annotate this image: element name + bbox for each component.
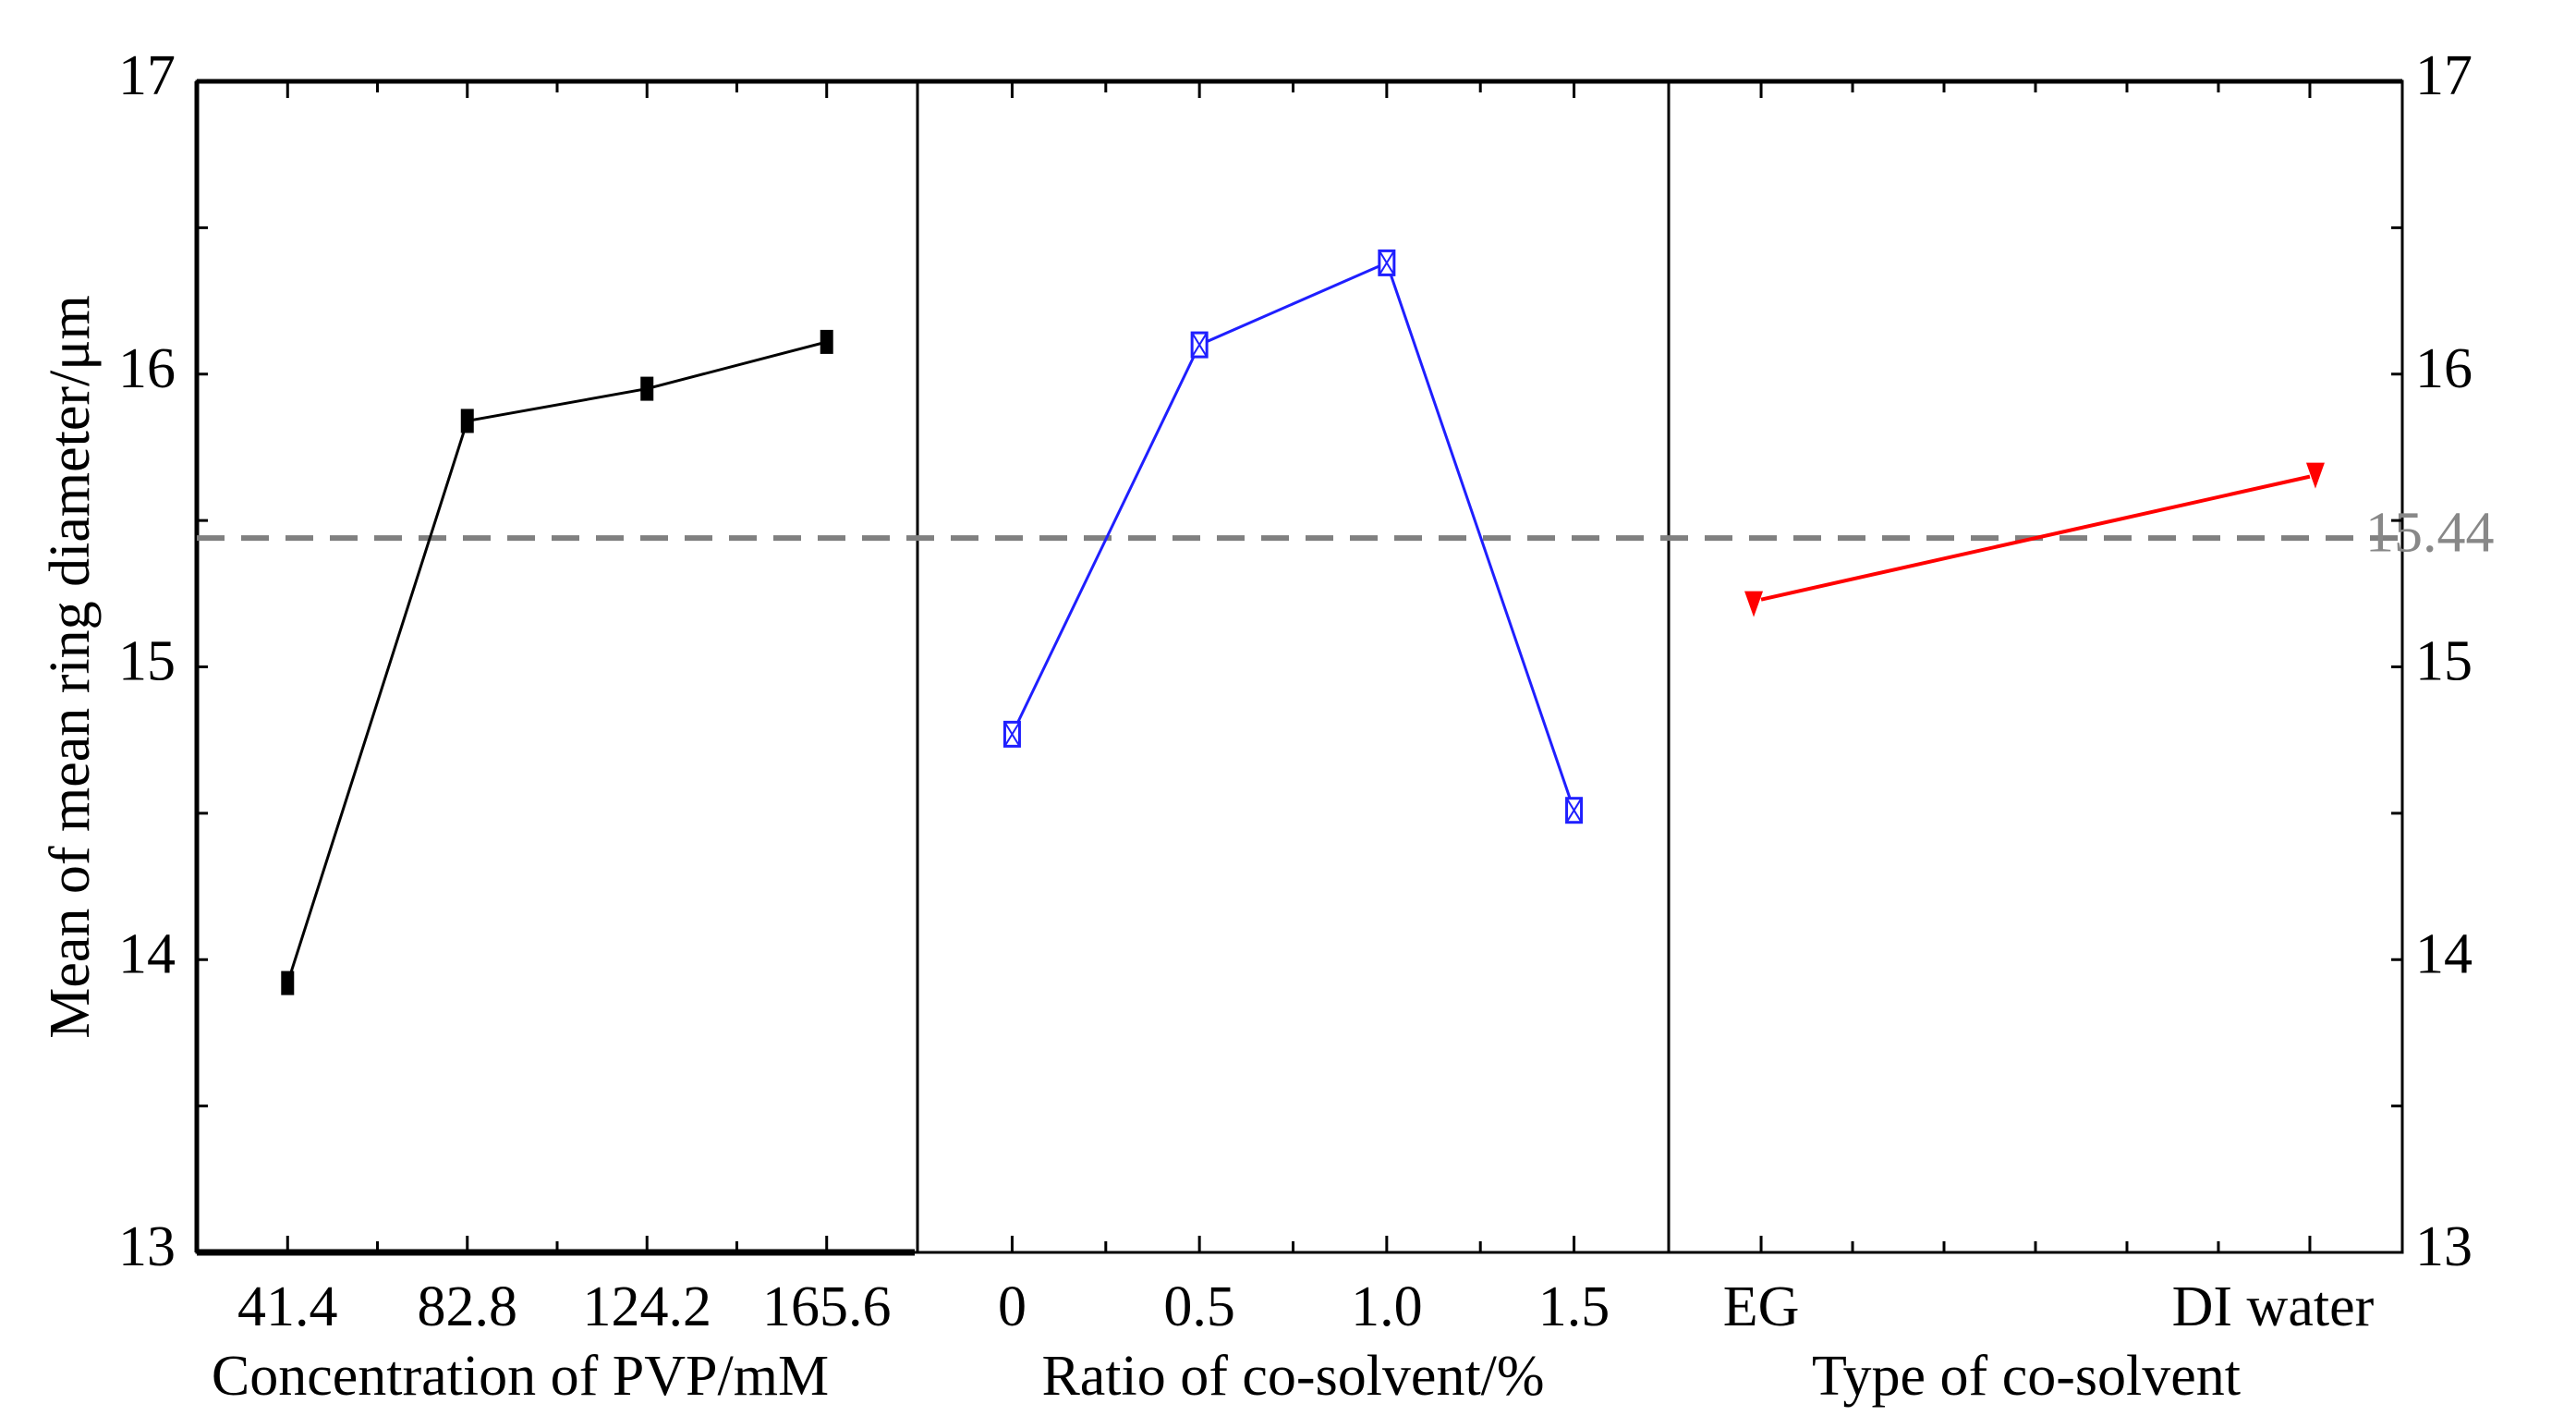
data-point bbox=[2305, 462, 2325, 489]
x-tick-label: 0 bbox=[998, 1275, 1027, 1338]
y-tick-label-left: 15 bbox=[118, 630, 176, 693]
y-tick-label-right: 16 bbox=[2415, 337, 2473, 400]
series-line bbox=[286, 340, 828, 984]
y-tick-label-left: 13 bbox=[118, 1215, 176, 1278]
data-point bbox=[281, 970, 295, 995]
y-tick-label-right: 15 bbox=[2415, 630, 2473, 693]
y-axis-title: Mean of mean ring diameter/μm bbox=[39, 295, 102, 1039]
y-tick-label-left: 16 bbox=[118, 337, 176, 400]
plot-frame bbox=[194, 79, 2404, 1256]
y-tick-label-right: 17 bbox=[2415, 44, 2473, 107]
marker-cross bbox=[1191, 332, 1208, 358]
marker-cross bbox=[1003, 721, 1021, 747]
x-tick-label: 0.5 bbox=[1163, 1275, 1235, 1338]
data-point bbox=[1190, 331, 1209, 359]
x-axis-title: Type of co-solvent bbox=[1812, 1345, 2241, 1408]
x-tick-label: EG bbox=[1723, 1275, 1800, 1338]
x-tick-label: 41.4 bbox=[237, 1275, 338, 1338]
x-tick-label: 82.8 bbox=[418, 1275, 518, 1338]
x-tick-label: 124.2 bbox=[582, 1275, 711, 1338]
marker-cross bbox=[1565, 798, 1583, 824]
series-layer: 41.4 82.8 124.2 165.6 Concentration of PVP/m… bbox=[212, 81, 2375, 1408]
x-tick-label: 165.6 bbox=[762, 1275, 892, 1338]
series-line bbox=[1760, 474, 2311, 602]
x-tick-label: 1.0 bbox=[1351, 1275, 1423, 1338]
y-axes: 13 13 14 14 15 15 16 16 17 17 bbox=[118, 44, 2473, 1278]
grand-mean-label: 15.44 bbox=[2365, 501, 2495, 564]
y-tick-label-left: 14 bbox=[118, 922, 176, 985]
y-tick-label-left: 17 bbox=[118, 44, 176, 107]
data-point bbox=[1002, 720, 1021, 748]
data-point bbox=[640, 376, 654, 401]
marker-cross bbox=[1379, 250, 1395, 275]
y-tick-label-right: 14 bbox=[2415, 922, 2473, 985]
series-line bbox=[1011, 261, 1575, 812]
x-axis-title: Ratio of co-solvent/% bbox=[1041, 1345, 1544, 1408]
data-point bbox=[1744, 591, 1764, 617]
data-point bbox=[460, 409, 474, 433]
x-tick-label: DI water bbox=[2172, 1275, 2375, 1338]
plot-border bbox=[195, 79, 2404, 1254]
x-tick-label: 1.5 bbox=[1538, 1275, 1610, 1338]
x-axis-title: Concentration of PVP/mM bbox=[212, 1345, 829, 1408]
data-point bbox=[820, 329, 833, 354]
y-tick-label-right: 13 bbox=[2415, 1215, 2473, 1278]
data-point bbox=[1565, 797, 1584, 824]
data-point bbox=[1378, 249, 1396, 276]
